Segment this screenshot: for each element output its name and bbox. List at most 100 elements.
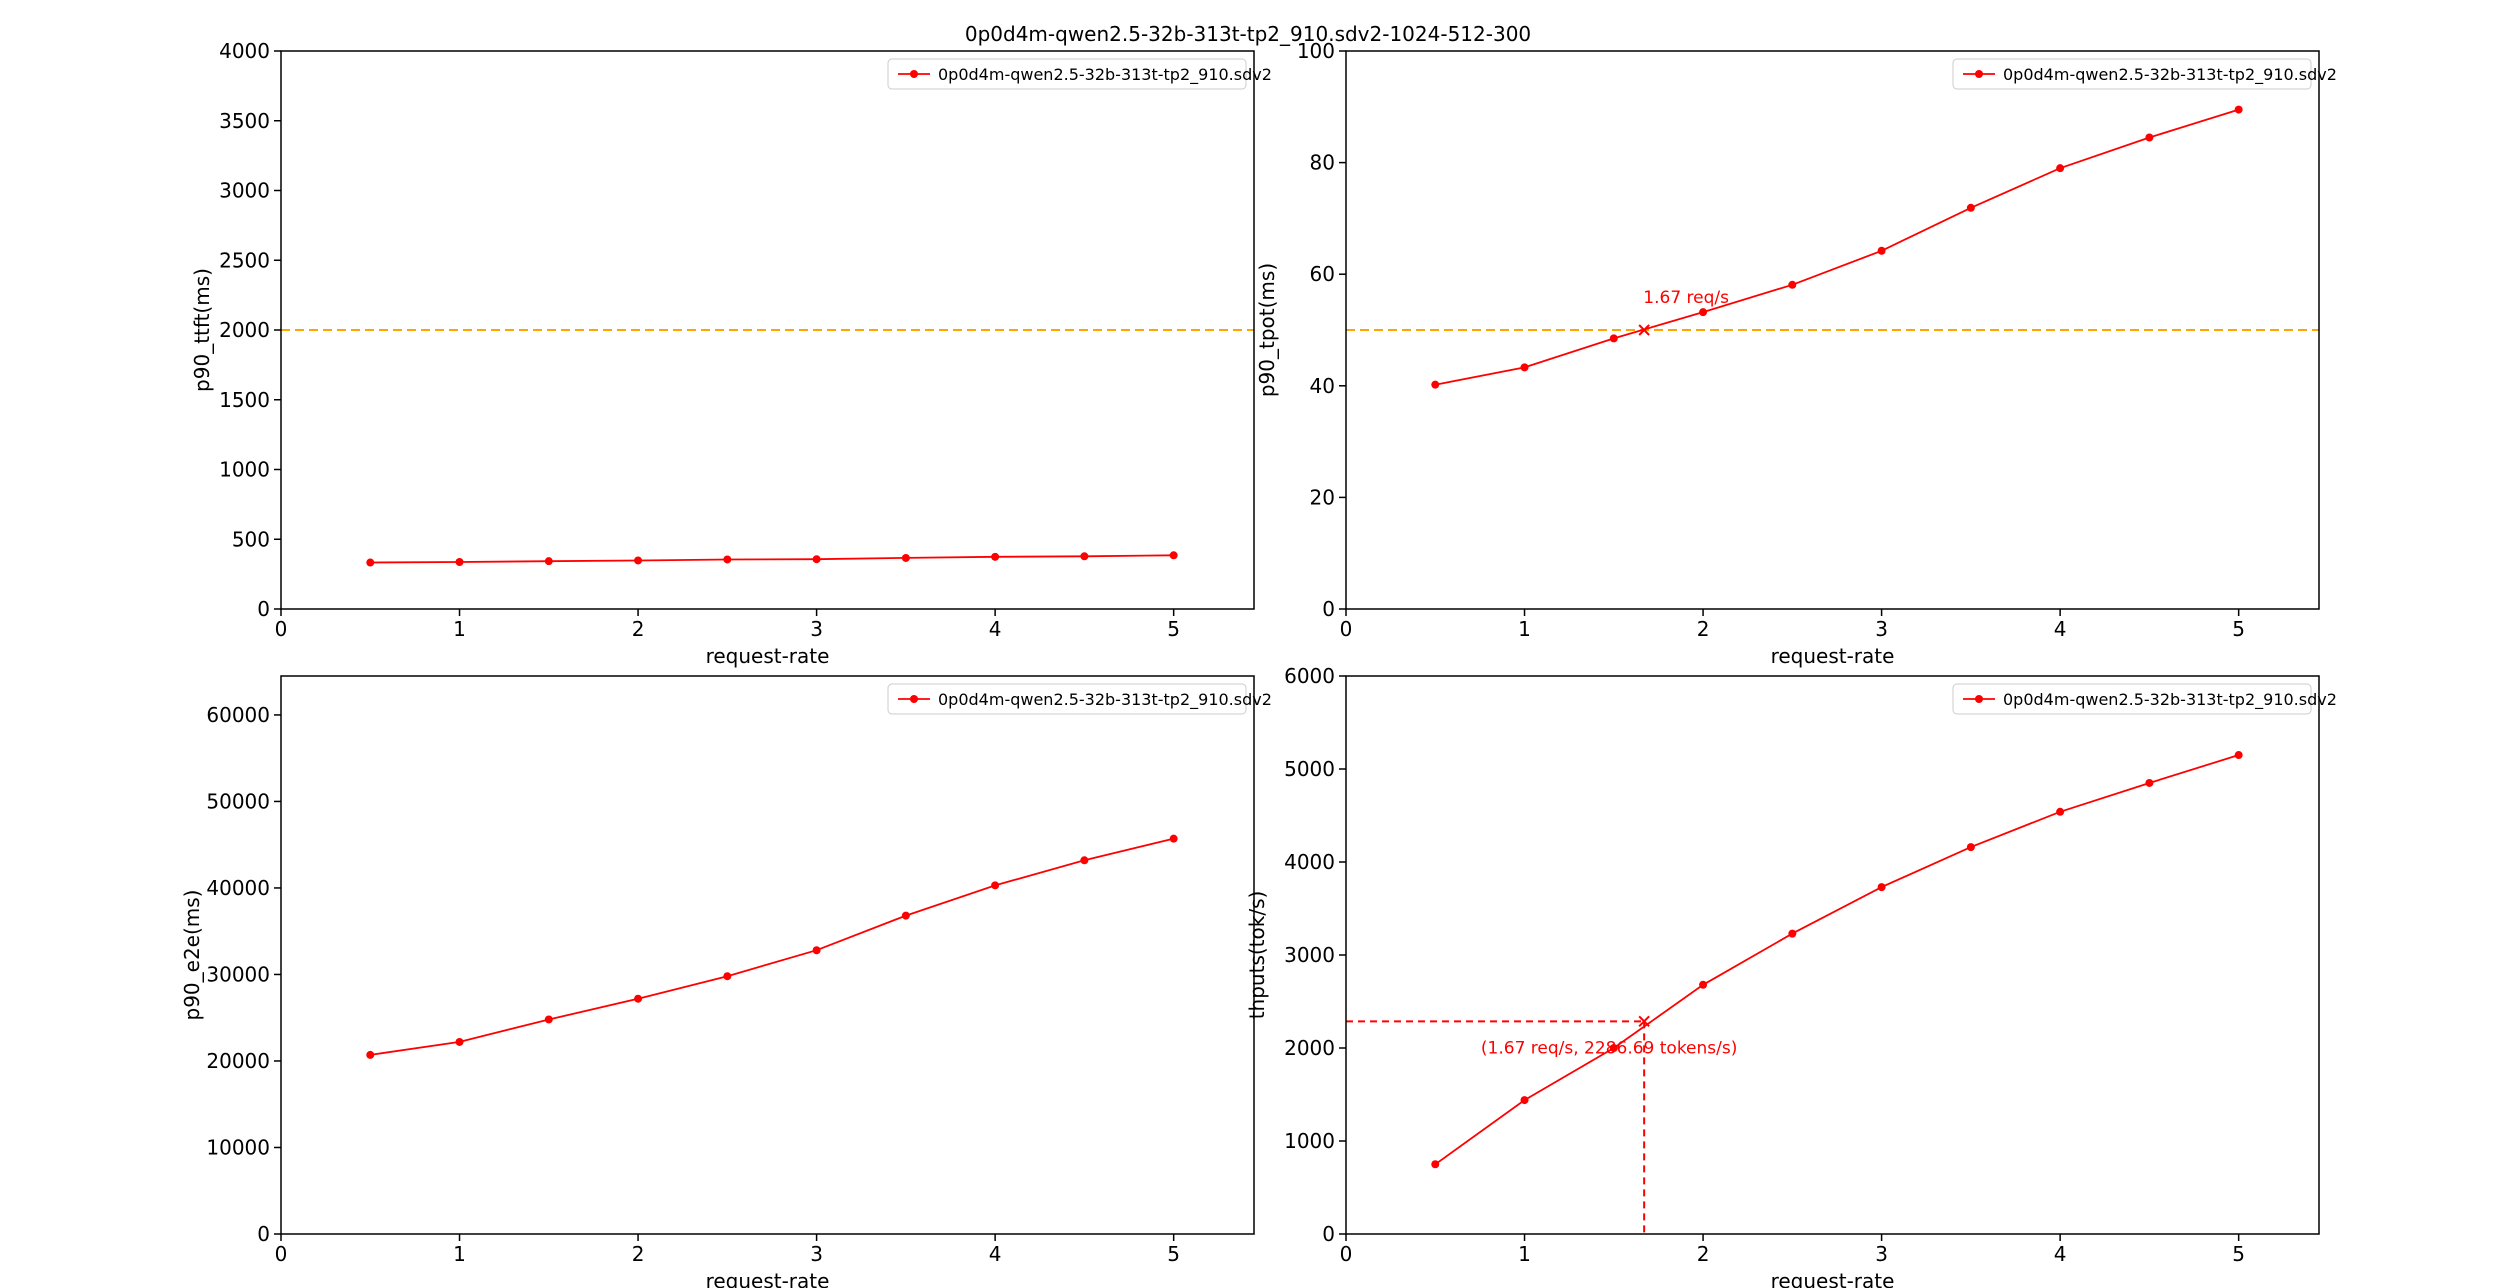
ttft-legend-box: [887, 58, 1247, 90]
ttft-x-tick-label: 4: [989, 617, 1002, 641]
tpot-y-tick-label: 60: [1310, 262, 1335, 286]
panel-e2e: 0 1 2 3 4 5 0 10000 20000 30000 40000 50000 60000 req…: [180, 675, 1272, 1288]
thputs-y-tick-label: 1000: [1284, 1129, 1335, 1153]
e2e-y-tick-label: 10000: [206, 1135, 270, 1159]
thputs-y-tick-label: 0: [1322, 1222, 1335, 1246]
tpot-data-point: [1699, 308, 1708, 317]
ttft-y-tick-label: 2500: [219, 248, 270, 272]
e2e-legend-box: [887, 683, 1247, 715]
ttft-data-point: [812, 555, 821, 564]
panel-ttft: 0 1 2 3 4 5 0 500 1000 1500 2000 2500 3000 3500 4000 re…: [190, 39, 1272, 668]
e2e-y-tick-label: 60000: [206, 703, 270, 727]
e2e-legend-marker: [910, 695, 918, 703]
thputs-y-tick-label: 4000: [1284, 850, 1335, 874]
ttft-y-tick-label: 2000: [219, 318, 270, 342]
e2e-y-axis-label: p90_e2e(ms): [180, 890, 204, 1021]
e2e-x-tick-label: 2: [632, 1242, 645, 1266]
tpot-x-tick-label: 5: [2232, 617, 2245, 641]
ttft-x-tick-label: 1: [453, 617, 466, 641]
thputs-data-point: [2234, 751, 2243, 760]
thputs-data-point: [1431, 1160, 1440, 1169]
e2e-data-point: [544, 1015, 553, 1024]
e2e-data-point: [634, 994, 643, 1003]
thputs-marker-stroke: [1638, 1015, 1650, 1028]
e2e-data-point: [366, 1050, 375, 1059]
thputs-data-point: [1966, 843, 1975, 852]
thputs-marker-x: [1638, 1015, 1650, 1028]
e2e-data-point: [901, 911, 910, 920]
ttft-data-point: [1080, 552, 1089, 561]
thputs-x-tick-label: 1: [1518, 1242, 1531, 1266]
tpot-x-tick-label: 2: [1697, 617, 1710, 641]
tpot-y-tick-label: 100: [1297, 39, 1335, 63]
thputs-series-line: [1434, 754, 2239, 1166]
thputs-x-tick-label: 4: [2054, 1242, 2067, 1266]
tpot-marker-stroke: [1638, 324, 1650, 336]
e2e-y-tick-label: 20000: [206, 1049, 270, 1073]
tpot-legend-box: [1952, 58, 2312, 90]
e2e-x-tick-label: 3: [810, 1242, 823, 1266]
ttft-y-tick-label: 500: [232, 527, 270, 551]
tpot-annotation: 1.67 req/s: [1643, 288, 1729, 308]
e2e-data-point: [1080, 856, 1089, 865]
tpot-y-tick-label: 0: [1322, 597, 1335, 621]
e2e-data-point: [455, 1037, 464, 1046]
e2e-legend: 0p0d4m-qwen2.5-32b-313t-tp2_910.sdv2: [887, 683, 1272, 715]
tpot-plot-frame: [1345, 50, 2320, 610]
thputs-data-point: [1877, 883, 1886, 892]
ttft-x-tick-label: 2: [632, 617, 645, 641]
tpot-legend: 0p0d4m-qwen2.5-32b-313t-tp2_910.sdv2: [1952, 58, 2337, 90]
ttft-legend-label: 0p0d4m-qwen2.5-32b-313t-tp2_910.sdv2: [938, 65, 1272, 85]
e2e-data-point: [1169, 834, 1178, 843]
thputs-y-tick-label: 2000: [1284, 1036, 1335, 1060]
thputs-y-tick-label: 3000: [1284, 943, 1335, 967]
tpot-x-tick-label: 4: [2054, 617, 2067, 641]
e2e-y-tick-label: 40000: [206, 876, 270, 900]
tpot-y-tick-label: 40: [1310, 374, 1335, 398]
e2e-data-point: [812, 946, 821, 955]
ttft-data-point: [1169, 551, 1178, 560]
ttft-legend-marker: [910, 70, 918, 78]
ttft-data-point: [901, 553, 910, 562]
ttft-x-axis-label: request-rate: [706, 644, 830, 668]
thputs-data-point: [2145, 778, 2154, 787]
thputs-x-tick-label: 0: [1340, 1242, 1353, 1266]
e2e-x-tick-label: 1: [453, 1242, 466, 1266]
tpot-data-point: [2056, 164, 2065, 173]
figure-title: 0p0d4m-qwen2.5-32b-313t-tp2_910.sdv2-102…: [965, 22, 1531, 46]
e2e-x-axis-label: request-rate: [706, 1269, 830, 1288]
thputs-annotation: (1.67 req/s, 2286.69 tokens/s): [1481, 1038, 1737, 1058]
tpot-x-tick-label: 1: [1518, 617, 1531, 641]
tpot-data-point: [1520, 363, 1529, 372]
ttft-data-point: [366, 558, 375, 567]
thputs-legend-box: [1952, 683, 2312, 715]
e2e-data-point: [991, 881, 1000, 890]
ttft-legend: 0p0d4m-qwen2.5-32b-313t-tp2_910.sdv2: [887, 58, 1272, 90]
ttft-y-tick-label: 0: [257, 597, 270, 621]
tpot-data-point: [2145, 133, 2154, 142]
ttft-y-axis-label: p90_ttft(ms): [190, 268, 214, 392]
e2e-y-tick-label: 0: [257, 1222, 270, 1246]
thputs-data-point: [1609, 1044, 1618, 1052]
tpot-marker-x: [1638, 324, 1650, 336]
tpot-data-point: [2234, 105, 2243, 114]
thputs-data-point: [1520, 1096, 1529, 1105]
tpot-y-tick-label: 20: [1310, 485, 1335, 509]
ttft-x-tick-label: 3: [810, 617, 823, 641]
e2e-x-tick-label: 0: [275, 1242, 288, 1266]
panel-thputs: (1.67 req/s, 2286.69 tokens/s) 0 1 2 3 4 5 0 100…: [1245, 664, 2337, 1288]
ttft-y-tick-label: 4000: [219, 39, 270, 63]
thputs-plot-frame: [1345, 675, 2320, 1235]
thputs-data-point: [1788, 929, 1797, 938]
tpot-data-point: [1609, 334, 1618, 343]
thputs-data-point: [2056, 807, 2065, 816]
thputs-x-tick-label: 2: [1697, 1242, 1710, 1266]
ttft-y-tick-label: 1500: [219, 388, 270, 412]
thputs-y-axis-label: thputs(tok/s): [1245, 891, 1269, 1020]
e2e-data-point: [723, 972, 732, 981]
thputs-data-point: [1699, 980, 1708, 989]
e2e-x-tick-label: 4: [989, 1242, 1002, 1266]
tpot-data-point: [1431, 380, 1440, 389]
panel-tpot: 1.67 req/s 0 1 2 3 4 5 0 20 40 60 80 100 request-rate…: [1255, 39, 2337, 668]
ttft-x-tick-label: 0: [275, 617, 288, 641]
